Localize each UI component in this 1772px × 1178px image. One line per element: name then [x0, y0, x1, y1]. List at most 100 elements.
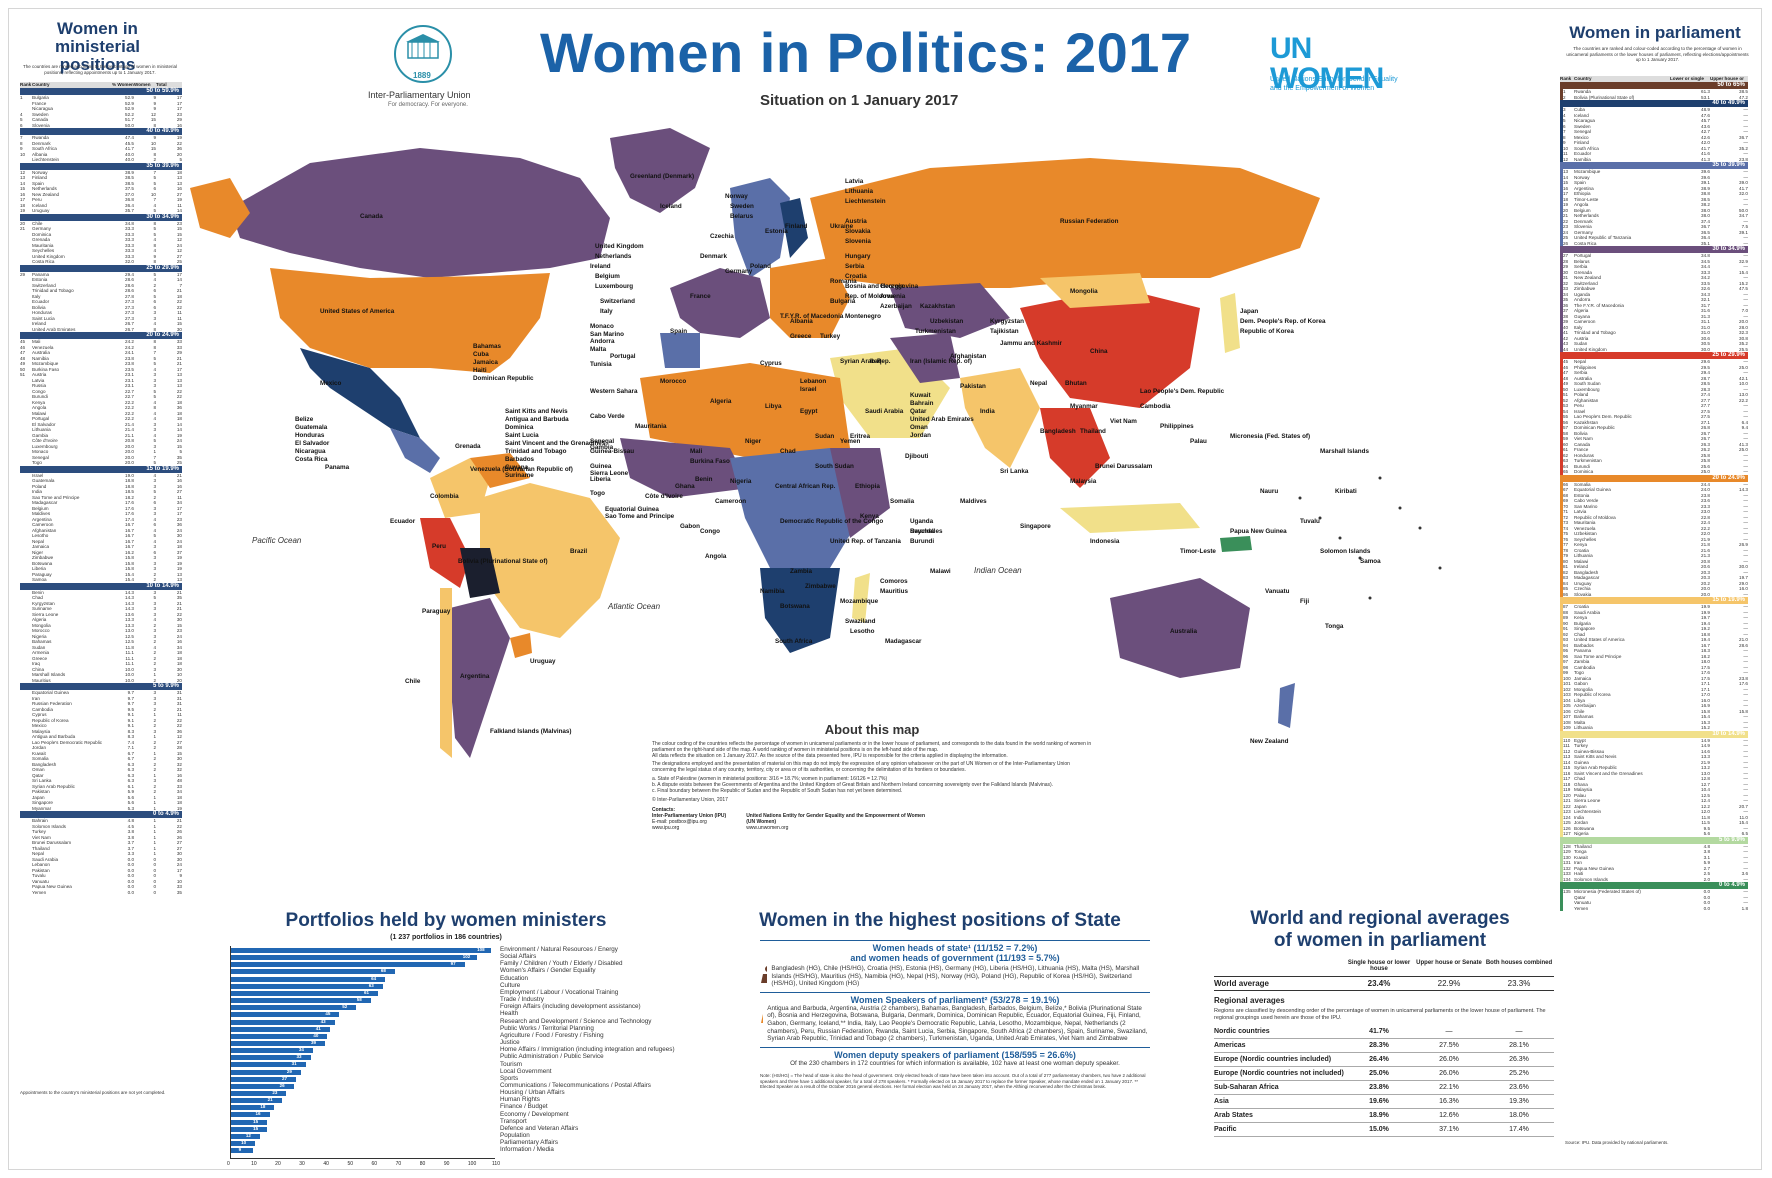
right-table-cell: Republic of Moldova: [1574, 514, 1616, 520]
left-table-cell: Uruguay: [32, 208, 50, 213]
left-table-row: Kyrgyzstan 14.3 3 21: [20, 601, 182, 607]
regional-average-value: 18.0%: [1509, 1112, 1529, 1119]
left-table-row: Italy 27.8 5 18: [20, 294, 182, 300]
right-table-cell: Solomon Islands: [1574, 876, 1608, 882]
right-table-cell: —: [1743, 458, 1748, 463]
left-table-cell: 14: [176, 427, 182, 432]
left-table-row: Lebanon 0.0 0 24: [20, 862, 182, 868]
right-table-cell: 71: [1563, 509, 1569, 514]
map-country-label: Slovakia: [845, 228, 871, 235]
unw-contact-web[interactable]: www.unwomen.org: [746, 825, 789, 831]
left-table-cell: Republic of Korea: [32, 717, 69, 723]
right-table-cell: Denmark: [1574, 218, 1593, 224]
speakers-title: Women Speakers of parliament² (53/278 = …: [760, 991, 1150, 1005]
right-table-cell: Republic of Korea: [1574, 692, 1611, 697]
right-table-cell: 7.0: [1741, 308, 1748, 313]
portfolio-bar: [231, 1005, 357, 1011]
right-table-cell: 15: [1563, 180, 1569, 185]
map-country-label: France: [690, 293, 711, 300]
map-country-label: Cuba: [473, 351, 489, 358]
right-table-cell: 42: [1563, 335, 1569, 341]
left-table-cell: Somalia: [32, 756, 49, 761]
left-table-cell: 33.3: [125, 253, 134, 259]
map-country-label: Latvia: [845, 178, 864, 185]
right-table-cell: Guinea-Bissau: [1574, 748, 1605, 754]
left-table-cell: Nepal: [32, 851, 45, 856]
right-table-cell: 28.5: [1701, 381, 1710, 386]
right-table-cell: 5: [1563, 118, 1566, 123]
right-table-cell: Switzerland: [1574, 280, 1598, 286]
right-table-cell: 89: [1563, 615, 1569, 620]
right-table-cell: 31.0: [1701, 330, 1710, 335]
about-map-note-c: c. Final boundary between the Republic o…: [652, 788, 903, 794]
map-country-label: Kenya: [860, 513, 879, 520]
ipu-name: Inter-Parliamentary Union: [368, 90, 471, 100]
left-table-cell: Yemen: [32, 889, 47, 895]
right-table-cell: 22.4: [1701, 520, 1710, 525]
right-table-cell: Seychelles: [1574, 536, 1597, 542]
map-country-label: Canada: [360, 213, 383, 220]
map-country-label: Czechia: [710, 233, 734, 240]
map-country-label: Marshall Islands: [1320, 448, 1369, 455]
left-table-cell: 9: [153, 135, 156, 140]
left-table-cell: 13.0: [125, 628, 134, 633]
right-table-cell: 125: [1563, 820, 1571, 825]
ipu-contact-email[interactable]: E-mail: postbox@ipu.org: [652, 819, 707, 825]
right-table-cell: —: [1743, 714, 1748, 719]
left-table-row: Algeria 13.3 4 30: [20, 617, 182, 623]
regional-average-value: 23.8%: [1369, 1084, 1389, 1091]
left-table-cell: 4: [153, 516, 156, 522]
left-table-cell: 19: [176, 560, 182, 566]
left-table-cell: 27.3: [125, 315, 134, 321]
right-table-cell: 36.4: [1701, 235, 1710, 240]
right-table-cell: 20.3: [1701, 575, 1710, 580]
left-table-cell: 23.1: [125, 377, 134, 383]
left-table-cell: 19: [176, 566, 182, 571]
right-table-cell: Panama: [1574, 648, 1592, 653]
right-table-cell: 13.2: [1701, 765, 1710, 770]
right-table-cell: Bolivia (Plurinational State of): [1574, 94, 1635, 100]
right-table-cell: Togo: [1574, 670, 1584, 675]
right-table-row: 135 Micronesia (Federated States of) 0.0—: [1560, 889, 1748, 895]
left-table-cell: 20.0: [125, 449, 134, 454]
left-table-cell: 30: [176, 756, 182, 761]
left-table-cell: Thailand: [32, 845, 50, 851]
map-country-label: Barbados: [505, 456, 535, 463]
ipu-contact-web[interactable]: www.ipu.org: [652, 825, 680, 831]
right-table-cell: 15.3: [1701, 719, 1710, 725]
left-table-cell: 28.6: [125, 282, 134, 288]
left-table-cell: 4: [153, 399, 156, 405]
right-table-cell: 43.6: [1701, 123, 1710, 129]
map-country-label: Qatar: [910, 408, 927, 415]
left-table-cell: 1: [153, 794, 156, 800]
right-table-row: 112 Guinea-Bissau 14.6—: [1560, 748, 1748, 754]
portfolio-bar: [231, 962, 465, 968]
right-table-cell: 23.8: [1739, 156, 1748, 162]
left-table-cell: 34.8: [125, 220, 134, 226]
right-table-column-header: Upper house or Senate: [1710, 76, 1744, 81]
left-table-cell: 20: [20, 220, 26, 226]
left-table-cell: 28: [176, 745, 182, 750]
right-table-row: 60 Canada 26.3 41.3: [1560, 441, 1748, 447]
left-table-cell: 33.3: [125, 231, 134, 237]
regional-average-value: 18.9%: [1369, 1112, 1389, 1119]
left-table-cell: Belgium: [32, 505, 49, 511]
right-table-cell: Gabon: [1574, 681, 1588, 686]
left-table-cell: 15.8: [125, 560, 134, 566]
left-table-cell: 38.5: [125, 175, 134, 180]
left-table-cell: 9: [153, 95, 156, 100]
right-table-cell: Costa Rica: [1574, 240, 1597, 246]
map-country-label: Uganda: [910, 518, 934, 525]
left-table-cell: 11: [177, 494, 182, 500]
right-table-cell: —: [1743, 531, 1748, 536]
scandinavia-shape: [730, 178, 790, 278]
left-table-cell: 31: [176, 690, 182, 695]
portfolio-bar-value: 33: [296, 1054, 302, 1060]
right-table-cell: 106: [1563, 708, 1571, 714]
left-table-cell: 5: [153, 489, 156, 494]
right-table-cell: 2.7: [1703, 865, 1710, 871]
right-table-cell: —: [1743, 408, 1748, 414]
left-table-row: France 52.9 9 17: [20, 101, 182, 107]
left-table-cell: 5: [153, 271, 156, 277]
right-table-cell: 94: [1563, 642, 1569, 648]
